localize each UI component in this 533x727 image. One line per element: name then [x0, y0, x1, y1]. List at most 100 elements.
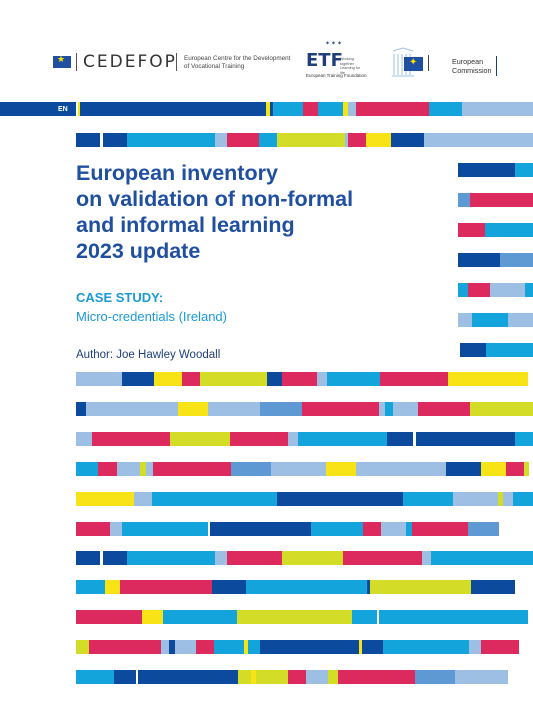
stripe-segment: [387, 432, 413, 446]
stripe-segment: [76, 640, 89, 654]
stripe-segment: [327, 372, 380, 386]
stripe-segment: [105, 580, 120, 594]
stripe-segment: [383, 640, 469, 654]
stripe-segment: [208, 402, 260, 416]
etf-tagline: Working together Learning for life: [340, 57, 361, 75]
stripe-segment: [154, 372, 182, 386]
stripe-segment: [348, 102, 356, 116]
stripe-segment: [458, 193, 470, 207]
stripe-segment: [413, 432, 416, 446]
stripe-segment: [76, 492, 134, 506]
stripe-segment: [161, 640, 169, 654]
stripe-segment: [298, 432, 387, 446]
stripe-segment: [267, 372, 282, 386]
stripe-segment: [214, 640, 244, 654]
stripe-segment: [403, 492, 453, 506]
stripe-segment: [80, 102, 266, 116]
stripe-segment: [470, 402, 533, 416]
stripe-segment: [359, 640, 362, 654]
stripe-segment: [406, 522, 412, 536]
eu-flag-icon: [404, 57, 423, 71]
stripe-segment: [251, 670, 256, 684]
etf-fullname: European Training Foundation: [306, 73, 367, 78]
divider: [496, 56, 497, 76]
stripe-segment: [127, 133, 215, 147]
stripe-segment: [481, 640, 519, 654]
stripe-segment: [515, 163, 533, 177]
stripe-segment: [196, 640, 214, 654]
stripe-segment: [446, 462, 481, 476]
stripe-segment: [472, 313, 508, 327]
stripe-segment: [418, 402, 470, 416]
stripe-segment: [117, 462, 140, 476]
stripe-segment: [356, 102, 429, 116]
stripe-segment: [379, 402, 385, 416]
stripe-segment: [100, 551, 103, 565]
stripe-segment: [525, 283, 533, 297]
stripe-segment: [78, 102, 80, 116]
stripe-segment: [416, 432, 515, 446]
stripe-segment: [138, 670, 238, 684]
stripe-segment: [481, 462, 506, 476]
stripe-segment: [270, 102, 273, 116]
stripe-segment: [122, 372, 154, 386]
stripe-segment: [302, 402, 379, 416]
stripe-segment: [271, 462, 326, 476]
stripe-segment: [352, 610, 377, 624]
stripe-segment: [153, 462, 231, 476]
divider: [428, 55, 429, 71]
author-line: Author: Joe Hawley Woodall: [76, 349, 221, 361]
stripe-segment: [412, 522, 468, 536]
stripe-segment: [212, 580, 246, 594]
stripe-segment: [362, 640, 383, 654]
stripe-segment: [256, 670, 288, 684]
stripe-segment: [231, 462, 271, 476]
stripe-segment: [282, 372, 317, 386]
stripe-segment: [458, 283, 468, 297]
stripe-segment: [215, 551, 227, 565]
stripe-segment: [100, 133, 103, 147]
stripe-segment: [455, 670, 508, 684]
stripe-segment: [169, 640, 175, 654]
stripe-segment: [120, 580, 212, 594]
stripe-segment: [348, 133, 366, 147]
stripe-segment: [142, 610, 148, 624]
stripe-segment: [76, 102, 78, 116]
stripe-segment: [326, 462, 356, 476]
stripe-segment: [259, 133, 277, 147]
stripe-segment: [328, 670, 338, 684]
stripe-segment: [524, 462, 529, 476]
stripe-segment: [503, 492, 513, 506]
stripe-segment: [76, 133, 100, 147]
stripe-segment: [393, 402, 418, 416]
stripe-segment: [103, 551, 127, 565]
stripe-segment: [367, 580, 370, 594]
stripe-segment: [370, 580, 471, 594]
stripe-segment: [422, 551, 431, 565]
stripe-segment: [76, 522, 110, 536]
stripe-segment: [490, 283, 525, 297]
building-icon: [392, 47, 414, 77]
language-label: EN: [58, 106, 68, 113]
stripe-segment: [288, 670, 306, 684]
stripe-segment: [76, 462, 98, 476]
stripe-segment: [76, 402, 86, 416]
stripe-segment: [76, 670, 114, 684]
stripe-segment: [338, 670, 415, 684]
stripe-segment: [200, 372, 267, 386]
stripe-segment: [424, 133, 533, 147]
stripe-segment: [127, 551, 215, 565]
ec-wordmark: European Commission: [452, 57, 492, 75]
stripe-segment: [288, 432, 298, 446]
stripe-segment: [311, 522, 363, 536]
stripe-segment: [318, 102, 343, 116]
stripe-segment: [238, 670, 251, 684]
stars-icon: ✶✶✶: [325, 41, 344, 47]
stripe-segment: [506, 462, 524, 476]
cedefop-wordmark: CEDEFOP: [83, 52, 177, 72]
stripe-segment: [122, 522, 208, 536]
stripe-segment: [277, 133, 345, 147]
stripe-segment: [148, 610, 163, 624]
stripe-segment: [345, 133, 348, 147]
stripe-segment: [471, 580, 515, 594]
